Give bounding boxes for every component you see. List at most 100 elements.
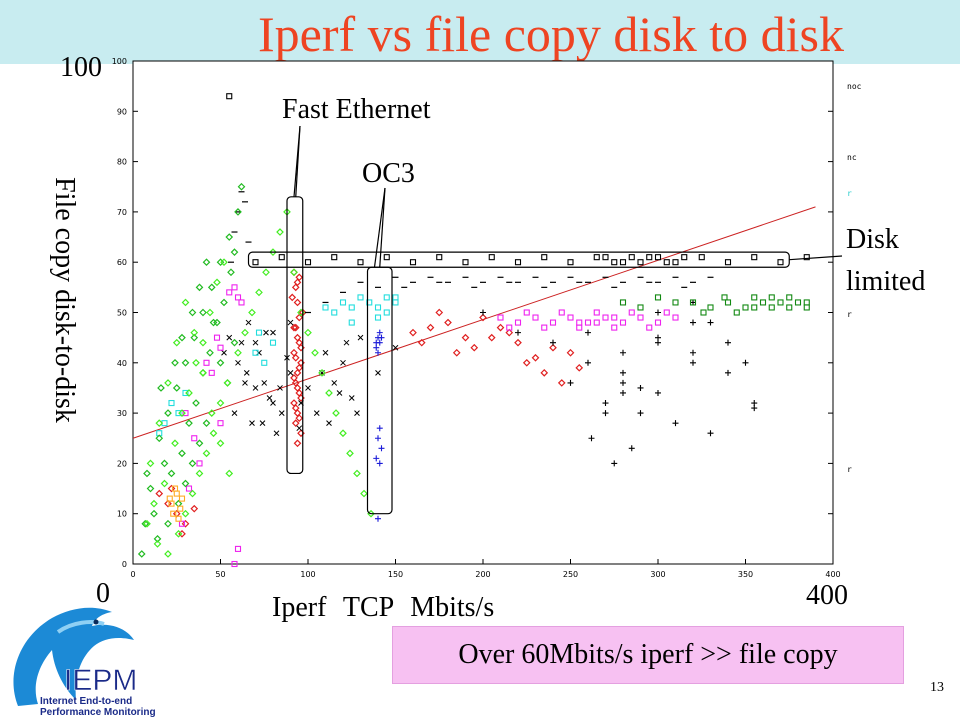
data-point [226, 93, 233, 100]
data-point [202, 419, 211, 428]
data-point [252, 339, 259, 346]
y-axis-label: File copy disk-to-disk [49, 177, 80, 423]
data-point [576, 319, 583, 326]
data-point [540, 369, 549, 377]
data-point [354, 410, 360, 416]
data-point [188, 489, 197, 498]
data-point [191, 435, 198, 442]
data-point [220, 298, 228, 307]
x-tick-label: 250 [563, 570, 578, 579]
data-point [213, 278, 221, 287]
data-point [531, 353, 540, 362]
data-point [620, 369, 626, 376]
data-point [462, 259, 469, 266]
data-point [374, 304, 382, 311]
data-point [199, 338, 207, 347]
trend-line [132, 206, 816, 439]
data-point [611, 314, 618, 321]
data-point [339, 299, 347, 306]
data-point [496, 323, 505, 332]
data-point [340, 359, 346, 366]
data-point [261, 359, 268, 366]
data-point [295, 273, 304, 282]
data-point [497, 314, 504, 321]
data-point [164, 499, 172, 508]
data-point [238, 299, 245, 306]
data-point [230, 248, 239, 256]
data-point [751, 400, 758, 407]
data-point [721, 294, 728, 301]
data-point [655, 389, 661, 396]
data-point [689, 299, 697, 306]
y-tick-label: 0 [122, 560, 127, 569]
data-point [444, 318, 452, 327]
data-point [325, 389, 333, 397]
data-point [479, 313, 487, 322]
slide-number: 13 [930, 680, 944, 695]
data-point [190, 328, 199, 337]
data-point [566, 348, 575, 357]
data-point [759, 299, 767, 306]
annotation-fast-ethernet: Fast Ethernet [282, 94, 431, 125]
data-point [182, 389, 189, 397]
y-tick-label: 40 [117, 359, 127, 368]
data-point [266, 395, 273, 401]
data-point [164, 379, 172, 387]
data-point [480, 309, 486, 316]
data-point [178, 449, 186, 458]
dolphin-icon [13, 607, 134, 706]
data-point [199, 308, 207, 317]
note-box: Over 60Mbits/s iperf >> file copy [392, 626, 904, 684]
data-point [360, 489, 368, 498]
data-point [655, 334, 661, 341]
data-point [207, 409, 216, 417]
data-point [178, 520, 186, 527]
data-point [217, 420, 224, 427]
data-point [288, 293, 297, 302]
data-point [505, 328, 514, 337]
data-point [602, 400, 609, 407]
data-point [241, 328, 249, 337]
data-point [700, 309, 707, 316]
annotation-disk: Disk [846, 224, 899, 255]
data-point [269, 248, 277, 256]
data-point [143, 469, 151, 478]
data-point [223, 379, 232, 387]
data-point [514, 259, 522, 266]
data-point [235, 359, 241, 366]
data-point [311, 348, 319, 357]
data-point [637, 314, 644, 321]
data-point [178, 409, 186, 417]
data-point [269, 339, 277, 346]
data-point [375, 435, 381, 442]
data-point [637, 304, 644, 311]
data-point [376, 329, 383, 336]
data-point [383, 254, 390, 261]
data-point [252, 259, 259, 266]
data-point [672, 420, 679, 427]
data-point [409, 328, 417, 337]
data-point [213, 334, 221, 341]
data-point [725, 339, 731, 346]
data-point [225, 233, 234, 241]
data-point [199, 369, 207, 377]
data-point [249, 420, 255, 427]
data-point [277, 385, 283, 391]
data-point [549, 343, 557, 352]
data-point [287, 370, 294, 376]
data-point [243, 370, 250, 376]
data-point [252, 349, 259, 356]
data-point [206, 348, 214, 357]
data-point [164, 519, 172, 528]
legend-fragment: nc [847, 153, 857, 162]
data-point [777, 259, 784, 266]
data-point [786, 294, 793, 301]
data-point [238, 339, 245, 346]
data-point [291, 379, 300, 387]
data-point [291, 353, 300, 362]
data-point [195, 469, 204, 478]
data-point [195, 439, 204, 448]
data-point [188, 308, 197, 317]
data-point [220, 258, 228, 267]
data-point [206, 308, 214, 317]
